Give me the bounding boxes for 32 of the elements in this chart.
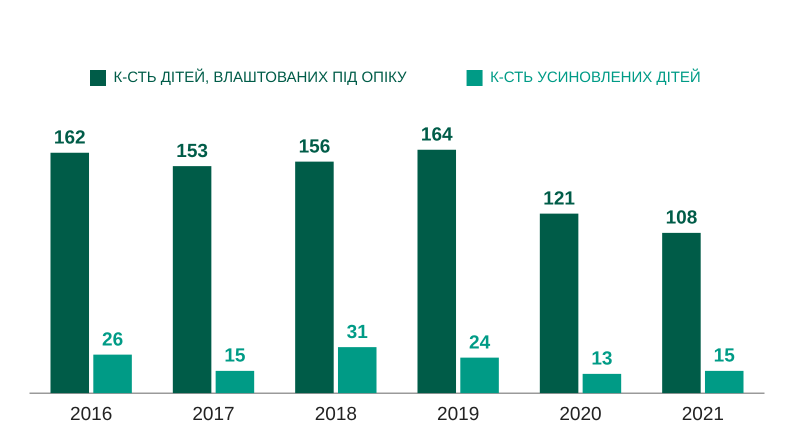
bar [50,152,90,394]
bar [540,214,578,394]
bar [93,354,132,394]
bar [172,166,212,394]
bar [582,374,622,394]
x-tick-label: 2021 [682,404,724,425]
bar [417,150,456,394]
data-label: 13 [591,348,612,370]
x-tick-label: 2020 [559,404,602,425]
bar [216,370,254,394]
legend-label: К-СТЬ УСИНОВЛЕНИХ ДІТЕЙ [490,68,701,86]
x-tick-label: 2016 [70,404,112,425]
data-label: 162 [54,127,86,148]
x-tick-label: 2018 [314,404,357,425]
x-tick-label: 2019 [437,404,480,425]
data-label: 153 [176,140,208,162]
data-label: 164 [420,124,454,146]
bar [662,232,701,394]
data-label: 15 [714,346,736,367]
data-label: 26 [102,329,124,350]
x-tick-label: 2017 [192,404,235,425]
data-label: 31 [346,322,368,343]
data-label: 24 [469,332,491,354]
bar [338,347,377,394]
bar [460,358,499,394]
bar [704,370,744,394]
legend-label: К-СТЬ ДІТЕЙ, ВЛАШТОВАНИХ ПІД ОПІКУ [114,68,408,86]
data-label: 121 [543,188,576,210]
bar [295,162,334,394]
data-label: 156 [298,136,330,158]
data-label: 108 [666,208,698,229]
data-label: 15 [224,346,246,367]
